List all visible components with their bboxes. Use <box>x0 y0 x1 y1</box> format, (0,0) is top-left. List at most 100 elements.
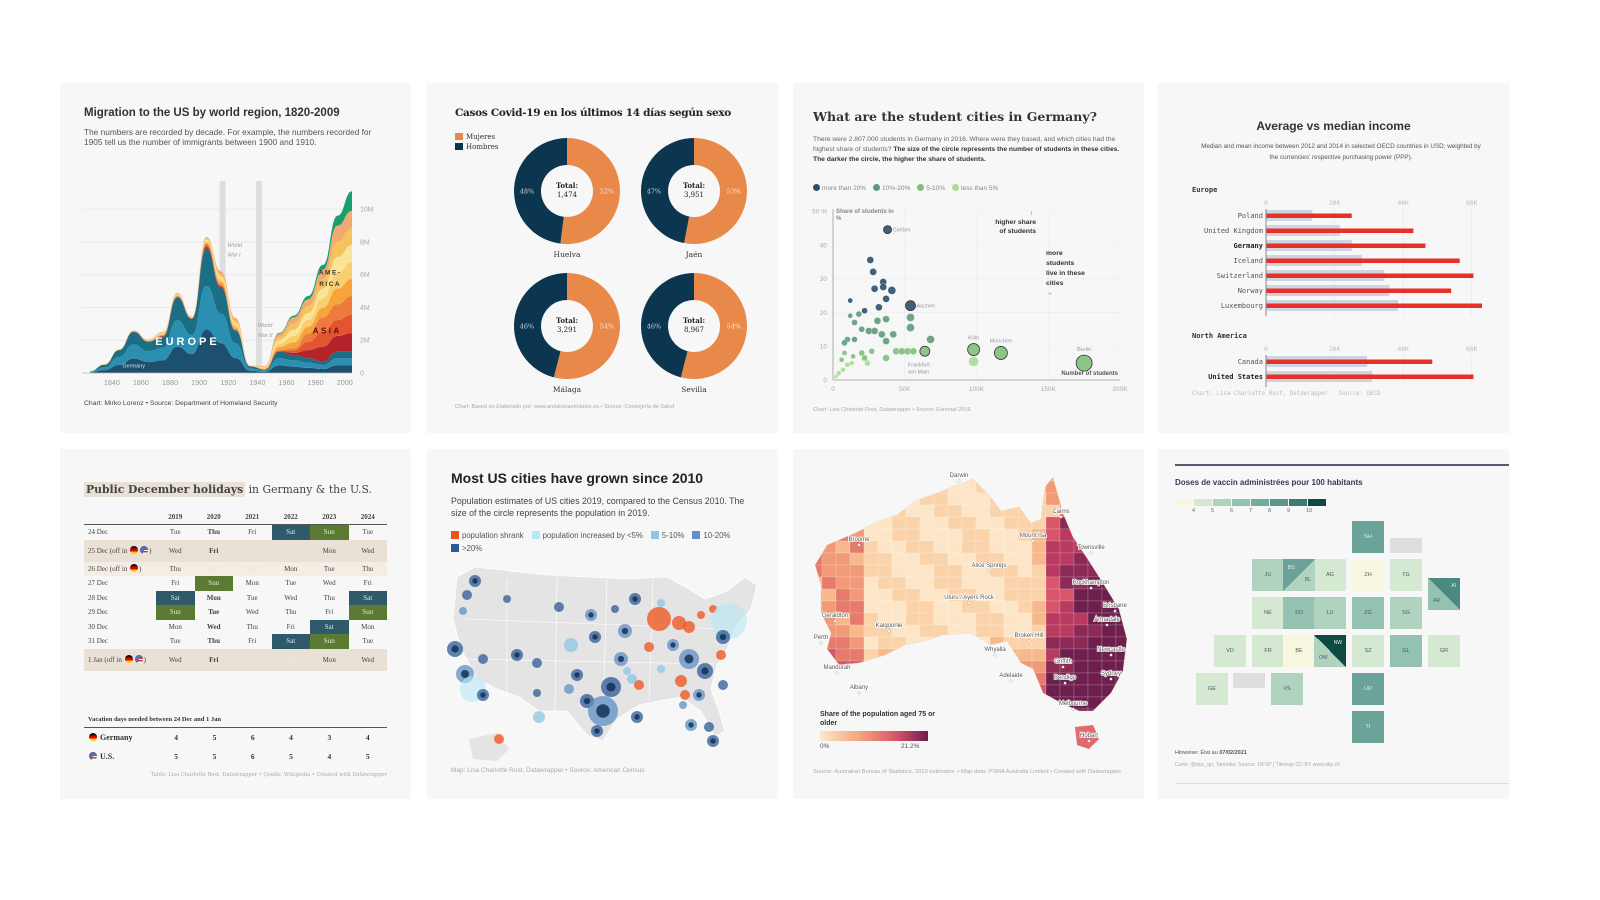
region <box>1101 480 1117 494</box>
region <box>891 540 907 554</box>
tile-holiday-table[interactable]: Public December holidays in Germany & th… <box>60 449 411 799</box>
table-cell: Wed <box>156 648 195 671</box>
region <box>905 624 921 638</box>
region <box>849 552 865 566</box>
region <box>1130 553 1144 565</box>
region <box>989 612 1005 626</box>
city-label: Adelaide <box>999 673 1023 679</box>
country-label: Germany <box>84 728 157 748</box>
region <box>1059 564 1075 578</box>
table-row: 29 Dec Sun Tue Wed Thu Fri Sun <box>84 605 387 620</box>
region <box>961 684 977 698</box>
region <box>877 480 893 494</box>
region <box>1003 492 1019 506</box>
city-label: Brisbane <box>1103 603 1127 609</box>
region <box>863 696 879 710</box>
legend-item: 5-10% <box>650 531 684 540</box>
city-circle <box>672 616 686 630</box>
region <box>1115 696 1127 710</box>
city-dot <box>1109 653 1113 657</box>
row-label: 28 Dec <box>84 591 156 606</box>
subtitle-bold: The size of the circle represents the nu… <box>813 146 1120 163</box>
legend-swatch <box>451 531 459 539</box>
table-cell: Tue <box>362 528 374 537</box>
tile-student-scatter[interactable]: What are the student cities in Germany? … <box>793 83 1144 433</box>
table-cell: Wed <box>348 539 387 562</box>
region <box>1031 612 1047 626</box>
pct-label-mujeres: 54% <box>600 323 614 331</box>
table-cell: Sat <box>271 524 310 540</box>
region <box>1003 540 1019 554</box>
region <box>849 672 865 686</box>
table-cell: Fri <box>325 608 334 617</box>
region <box>961 660 977 674</box>
region <box>1031 477 1047 482</box>
data-point <box>847 313 853 319</box>
legend-item: population increased by <5% <box>531 531 643 540</box>
tile-income-bars[interactable]: Average vs median income Median and mean… <box>1158 83 1509 433</box>
city-circle-core <box>594 728 600 734</box>
tile-swiss-vaccine[interactable]: Doses de vaccin administrées pour 100 ha… <box>1158 449 1509 799</box>
europe-label: EUROPE <box>155 336 219 348</box>
region <box>835 477 851 482</box>
region <box>1045 564 1061 578</box>
region <box>989 540 1005 554</box>
vacation-value: 5 <box>365 752 370 761</box>
table-cell: Tue <box>246 593 258 602</box>
region <box>1115 684 1127 698</box>
tile-australia-map[interactable]: Darwin Cairns Mount Isa Townsville Broome Ali… <box>793 449 1144 799</box>
city-circle <box>494 734 504 744</box>
city-circle-core <box>460 669 470 679</box>
region <box>1059 477 1075 482</box>
column-header: 2024 <box>348 509 387 525</box>
tile-migration-chart[interactable]: Migration to the US by world region, 182… <box>60 83 411 433</box>
canton-code: GR <box>1439 648 1449 654</box>
data-point <box>967 343 981 356</box>
table-cell: Fri <box>248 637 257 646</box>
region <box>933 636 949 650</box>
canton-code: SG <box>1402 610 1410 616</box>
city-dot <box>967 601 971 605</box>
x-tick-label: 0 <box>831 386 835 393</box>
legend: more than 20% 10%-20% 5-10% less than 5% <box>813 184 1005 192</box>
country-label: U.S. <box>84 747 157 766</box>
tile-covid-donuts[interactable]: Casos Covid-19 en los últimos 14 días se… <box>427 83 778 433</box>
city-label: Sydney <box>1101 671 1121 677</box>
x-tick-label: 60K <box>1466 346 1478 353</box>
table-cell: Sun <box>271 539 310 562</box>
region <box>989 684 1005 698</box>
city-label: Alice Springs <box>971 563 1006 569</box>
data-point <box>836 370 842 376</box>
region <box>815 600 823 614</box>
region <box>905 696 921 710</box>
total-value: 3,951 <box>684 191 704 199</box>
data-point <box>926 335 935 344</box>
canton-tile: SH <box>1352 521 1384 553</box>
data-point <box>870 327 879 335</box>
region <box>975 504 991 518</box>
paren: ) <box>143 656 146 664</box>
region <box>975 684 991 698</box>
region <box>905 564 921 578</box>
region <box>1073 684 1089 698</box>
region <box>891 660 907 674</box>
table-cell: Fri <box>286 622 295 631</box>
legend-label: more than 20% <box>822 185 867 192</box>
table-cell: Sun <box>310 634 349 649</box>
legend-item: >20% <box>451 544 482 553</box>
region <box>905 648 921 662</box>
data-point <box>851 319 858 326</box>
bar-mean <box>1266 228 1414 233</box>
tile-us-cities-map[interactable]: Most US cities have grown since 2010 Pop… <box>427 449 778 799</box>
region <box>919 624 935 638</box>
scale-swatch <box>1213 499 1231 506</box>
region <box>975 540 991 554</box>
city-dot <box>1063 681 1067 685</box>
city-label: Whyalla <box>984 647 1006 653</box>
city-label: Albany <box>850 685 868 691</box>
germany-flag-icon <box>130 564 139 573</box>
region <box>1031 600 1047 614</box>
region <box>933 540 949 554</box>
country-name: U.S. <box>98 752 115 761</box>
region <box>891 492 907 506</box>
